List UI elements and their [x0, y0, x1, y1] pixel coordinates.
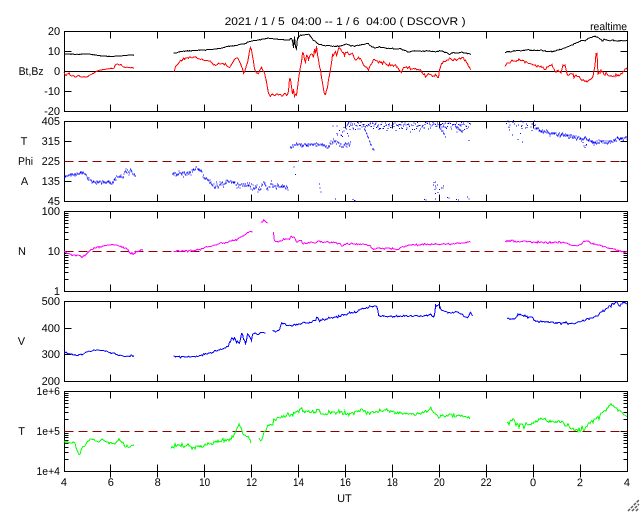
svg-text:10: 10 — [199, 477, 210, 489]
svg-text:T: T — [18, 426, 25, 438]
svg-text:1e+5: 1e+5 — [37, 426, 60, 438]
svg-text:315: 315 — [42, 136, 60, 148]
svg-text:400: 400 — [42, 323, 60, 335]
svg-text:1: 1 — [54, 286, 60, 298]
svg-text:0: 0 — [530, 477, 536, 489]
svg-text:6: 6 — [108, 477, 114, 489]
svg-text:2021 / 1 / 5 04:00 -- 1 / 6: 2021 / 1 / 5 04:00 -- 1 / 6 04:00 ( DSCO… — [225, 16, 466, 28]
svg-text:2: 2 — [577, 477, 583, 489]
svg-text:N: N — [18, 246, 26, 258]
svg-text:realtime: realtime — [590, 21, 627, 33]
svg-text:10: 10 — [48, 246, 60, 258]
svg-text:12: 12 — [246, 477, 257, 489]
svg-text:0: 0 — [54, 66, 60, 78]
svg-text:200: 200 — [42, 376, 60, 388]
svg-text:405: 405 — [42, 116, 60, 128]
svg-text:Bt,Bz: Bt,Bz — [19, 66, 44, 78]
svg-text:14: 14 — [293, 477, 304, 489]
svg-text:300: 300 — [42, 349, 60, 361]
svg-text:10: 10 — [48, 46, 60, 58]
svg-text:22: 22 — [481, 477, 492, 489]
svg-text:8: 8 — [155, 477, 161, 489]
svg-text:V: V — [18, 336, 26, 348]
svg-text:A: A — [21, 176, 29, 188]
svg-text:100: 100 — [42, 206, 60, 218]
svg-text:Phi: Phi — [18, 156, 33, 168]
svg-text:1e+4: 1e+4 — [37, 466, 60, 478]
svg-text:500: 500 — [42, 296, 60, 308]
svg-text:T: T — [21, 136, 28, 148]
svg-text:1e+6: 1e+6 — [37, 386, 60, 398]
svg-text:16: 16 — [340, 477, 351, 489]
svg-text:45: 45 — [48, 196, 60, 208]
svg-text:-10: -10 — [44, 86, 60, 98]
svg-text:4: 4 — [624, 477, 630, 489]
svg-text:-20: -20 — [44, 106, 60, 118]
svg-text:225: 225 — [42, 156, 60, 168]
svg-text:18: 18 — [387, 477, 398, 489]
svg-text:135: 135 — [42, 176, 60, 188]
svg-text:UT: UT — [337, 493, 352, 505]
svg-text:4: 4 — [61, 477, 67, 489]
svg-text:20: 20 — [434, 477, 445, 489]
svg-text:20: 20 — [48, 26, 60, 38]
